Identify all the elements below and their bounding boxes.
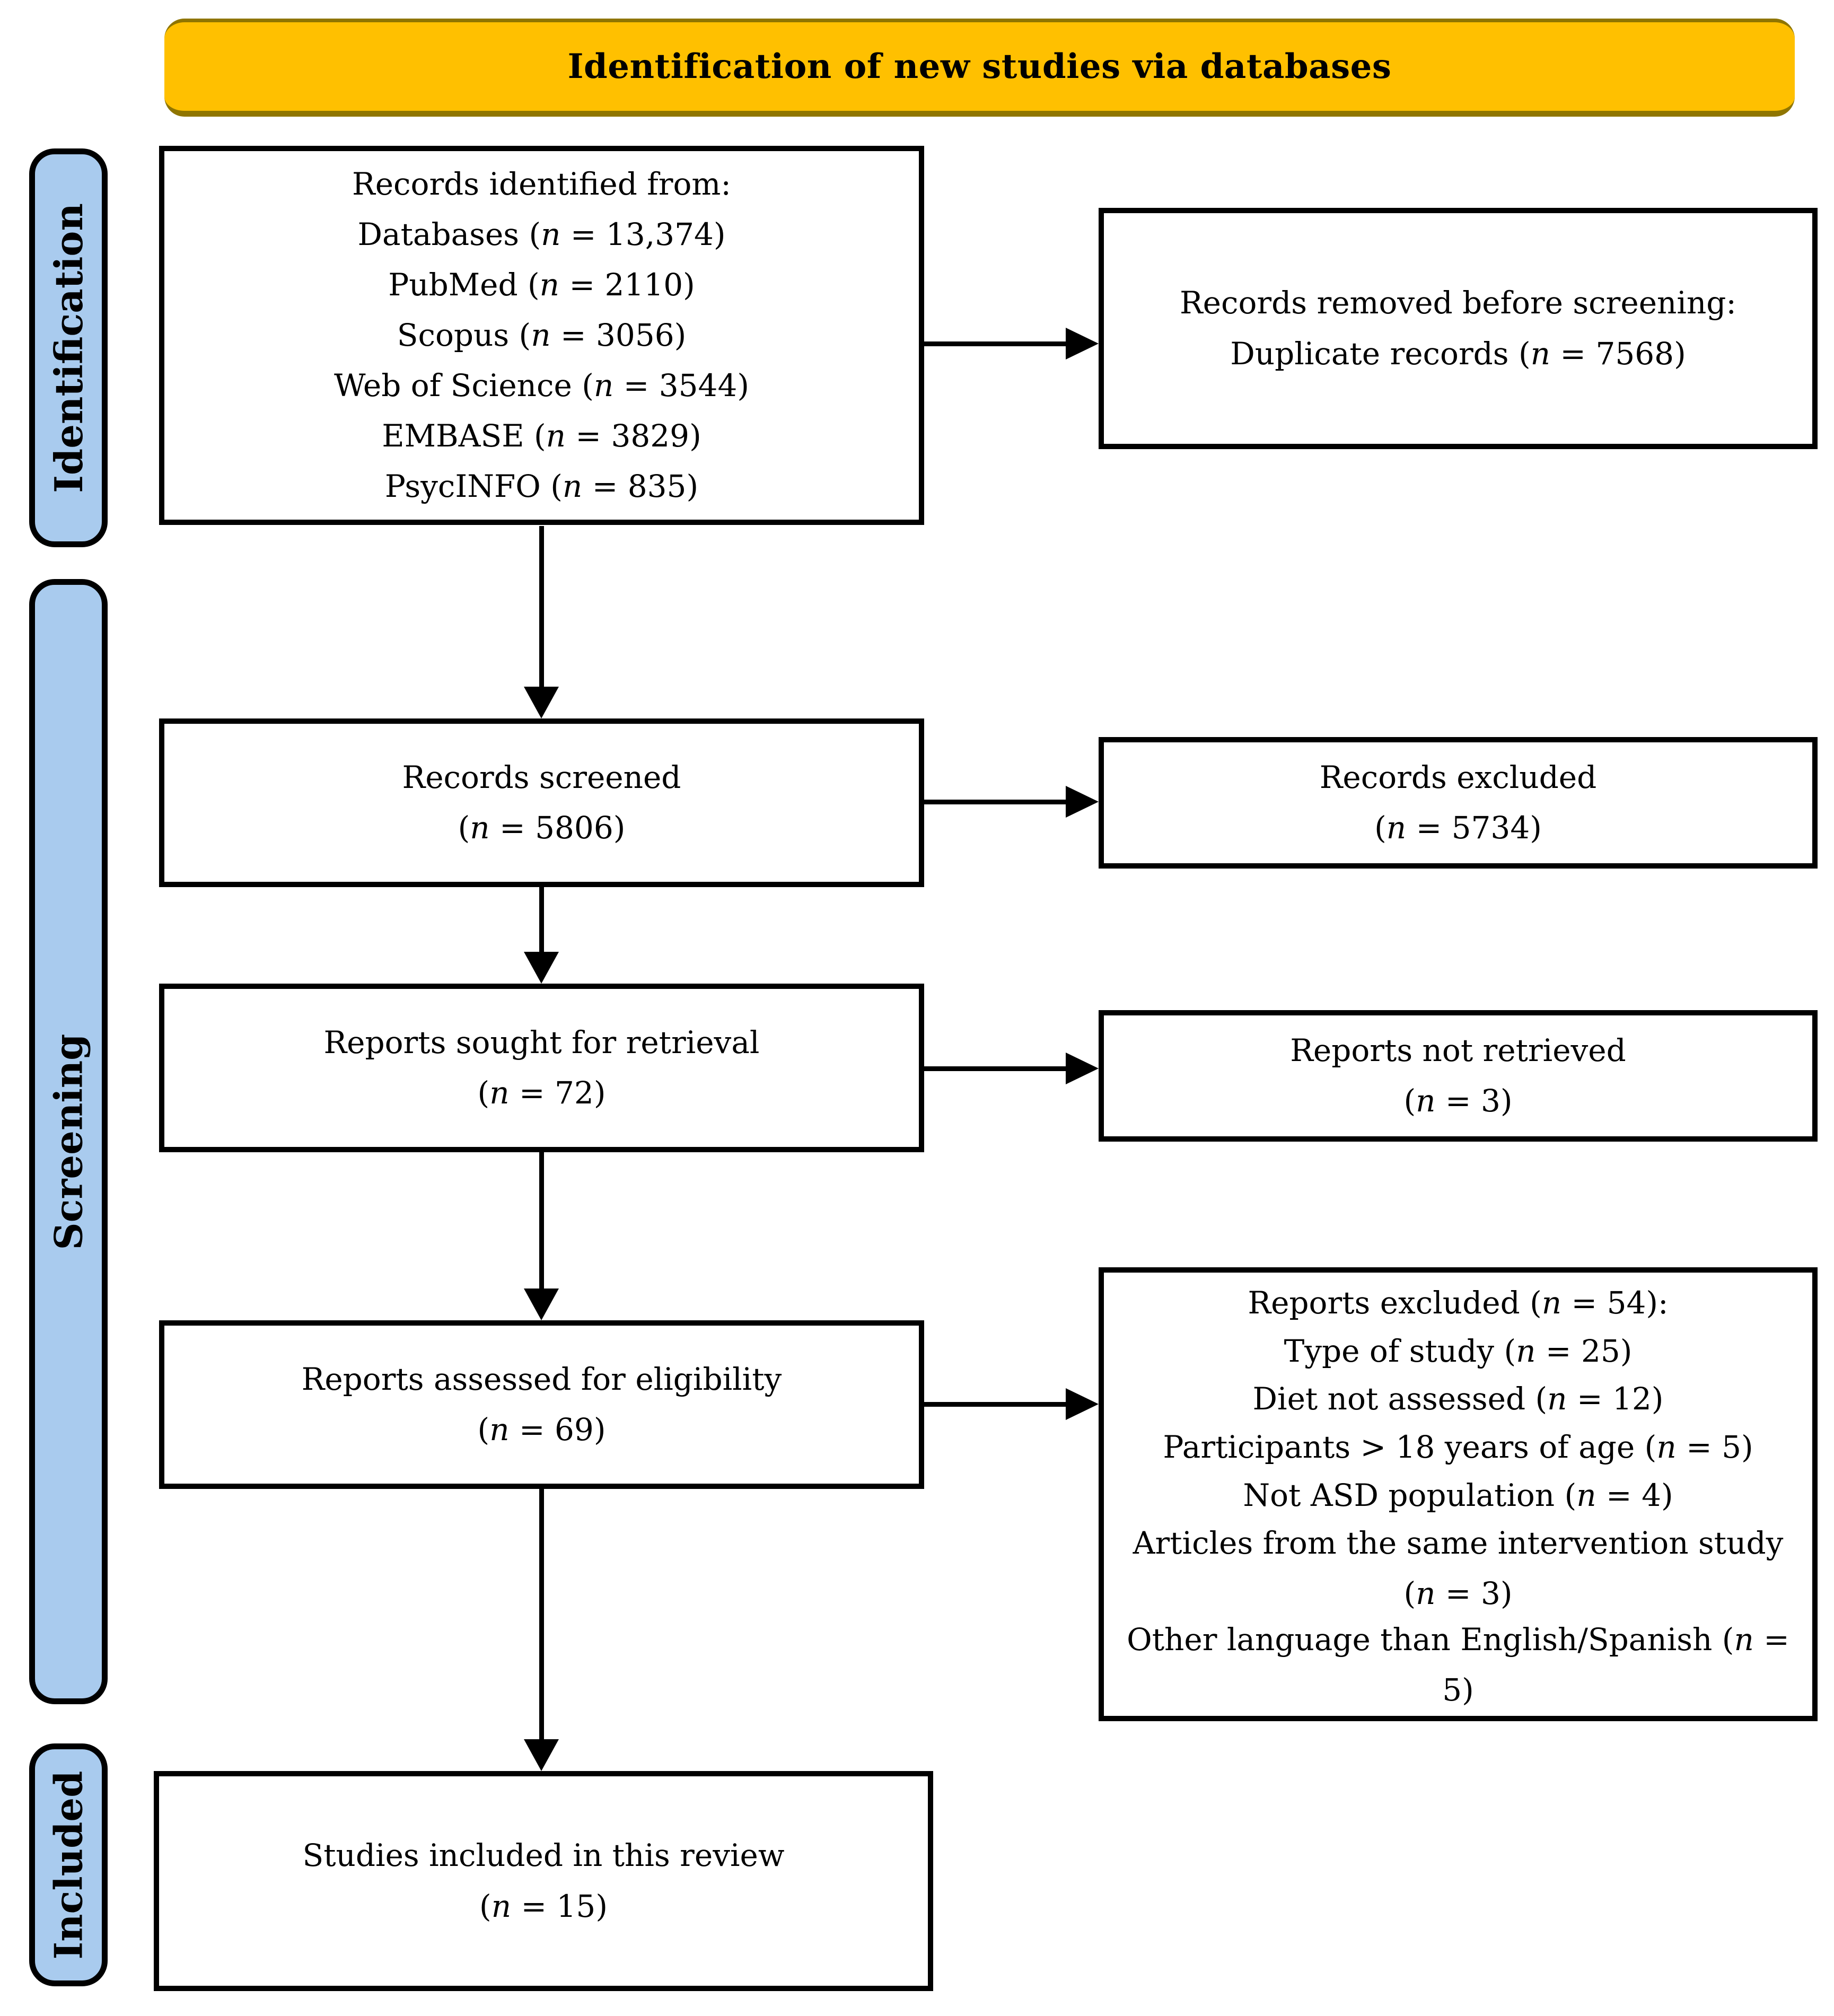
box-text-line: Participants > 18 years of age (n = 5): [1163, 1429, 1753, 1466]
box-text-line: (n = 15): [479, 1888, 608, 1924]
box-text-line: PubMed (n = 2110): [388, 266, 695, 303]
box-text-line: Diet not assessed (n = 12): [1252, 1381, 1664, 1417]
box-text-line: Reports not retrieved: [1290, 1032, 1626, 1068]
box-reports-assessed-for-eligibility: Reports assessed for eligibility (n = 69): [159, 1320, 924, 1489]
arrow-stem: [539, 1152, 544, 1289]
box-text-line: Other language than English/Spanish (n =…: [1127, 1621, 1789, 1708]
stage-label-screening: Screening: [46, 1033, 91, 1250]
box-text-line: Studies included in this review: [302, 1837, 785, 1874]
box-text-line: Reports sought for retrieval: [323, 1024, 760, 1060]
box-text-line: Records screened: [402, 759, 681, 795]
box-text-line: PsycINFO (n = 835): [384, 468, 699, 505]
arrow-head-right-icon: [1066, 1053, 1099, 1084]
box-records-removed-before-screening: Records removed before screening: Duplica…: [1099, 208, 1818, 449]
arrow-right-sought-to-not-retrieved: [924, 1053, 1099, 1084]
box-text-line: Records identified from:: [352, 165, 731, 202]
box-text-line: Type of study (n = 25): [1284, 1333, 1633, 1369]
box-text-line: Databases (n = 13,374): [357, 216, 726, 252]
box-text-line: Records removed before screening:: [1180, 285, 1736, 321]
arrow-down-sought-to-assessed: [524, 1152, 559, 1320]
box-text-line: (n = 3): [1403, 1083, 1513, 1119]
arrow-down-screened-to-sought: [524, 887, 559, 984]
stage-bar-identification: Identification: [29, 148, 108, 547]
arrow-head-right-icon: [1066, 1388, 1099, 1420]
box-text-line: (n = 5806): [458, 810, 626, 846]
arrow-head-down-icon: [524, 687, 559, 718]
arrow-stem: [924, 341, 1066, 346]
arrow-stem: [539, 887, 544, 952]
box-text-line: Reports excluded (n = 54):: [1248, 1285, 1669, 1321]
arrow-head-right-icon: [1066, 786, 1099, 818]
stage-label-identification: Identification: [46, 203, 91, 493]
banner-label: Identification of new studies via databa…: [567, 47, 1392, 86]
arrow-head-down-icon: [524, 1289, 559, 1320]
arrow-head-down-icon: [524, 952, 559, 984]
box-records-identified: Records identified from: Databases (n = 1…: [159, 146, 924, 525]
box-records-excluded: Records excluded (n = 5734): [1099, 737, 1818, 869]
arrow-right-screened-to-excluded: [924, 786, 1099, 818]
box-text-line: Web of Science (n = 3544): [334, 367, 749, 404]
box-reports-not-retrieved: Reports not retrieved (n = 3): [1099, 1010, 1818, 1142]
box-studies-included: Studies included in this review (n = 15): [154, 1771, 933, 1991]
box-text-line: Scopus (n = 3056): [397, 317, 687, 353]
box-records-screened: Records screened (n = 5806): [159, 718, 924, 887]
stage-bar-included: Included: [29, 1743, 108, 1986]
arrow-down-assessed-to-included: [524, 1489, 559, 1771]
arrow-head-down-icon: [524, 1739, 559, 1771]
box-text-line: Duplicate records (n = 7568): [1230, 335, 1686, 372]
arrow-stem: [924, 1401, 1066, 1407]
arrow-right-assessed-to-excluded: [924, 1388, 1099, 1420]
box-reports-sought-for-retrieval: Reports sought for retrieval (n = 72): [159, 984, 924, 1152]
arrow-right-identified-to-removed: [924, 328, 1099, 360]
arrow-stem: [924, 799, 1066, 804]
box-text-line: Records excluded: [1319, 759, 1597, 795]
box-text-line: Not ASD population (n = 4): [1243, 1477, 1673, 1513]
arrow-head-right-icon: [1066, 328, 1099, 360]
box-text-line: (n = 5734): [1374, 810, 1542, 846]
arrow-stem: [539, 1489, 544, 1739]
box-text-line: Articles from the same intervention stud…: [1133, 1525, 1784, 1612]
box-text-line: (n = 69): [477, 1412, 606, 1448]
arrow-stem: [539, 526, 544, 687]
stage-label-included: Included: [46, 1770, 91, 1960]
stage-bar-screening: Screening: [29, 579, 108, 1704]
box-text-line: EMBASE (n = 3829): [382, 418, 701, 454]
box-text-line: (n = 72): [477, 1075, 606, 1111]
arrow-down-identified-to-screened: [524, 526, 559, 718]
box-text-line: Reports assessed for eligibility: [301, 1361, 782, 1397]
banner: Identification of new studies via databa…: [164, 19, 1795, 117]
box-reports-excluded-reasons: Reports excluded (n = 54): Type of study …: [1099, 1267, 1818, 1721]
arrow-stem: [924, 1066, 1066, 1071]
